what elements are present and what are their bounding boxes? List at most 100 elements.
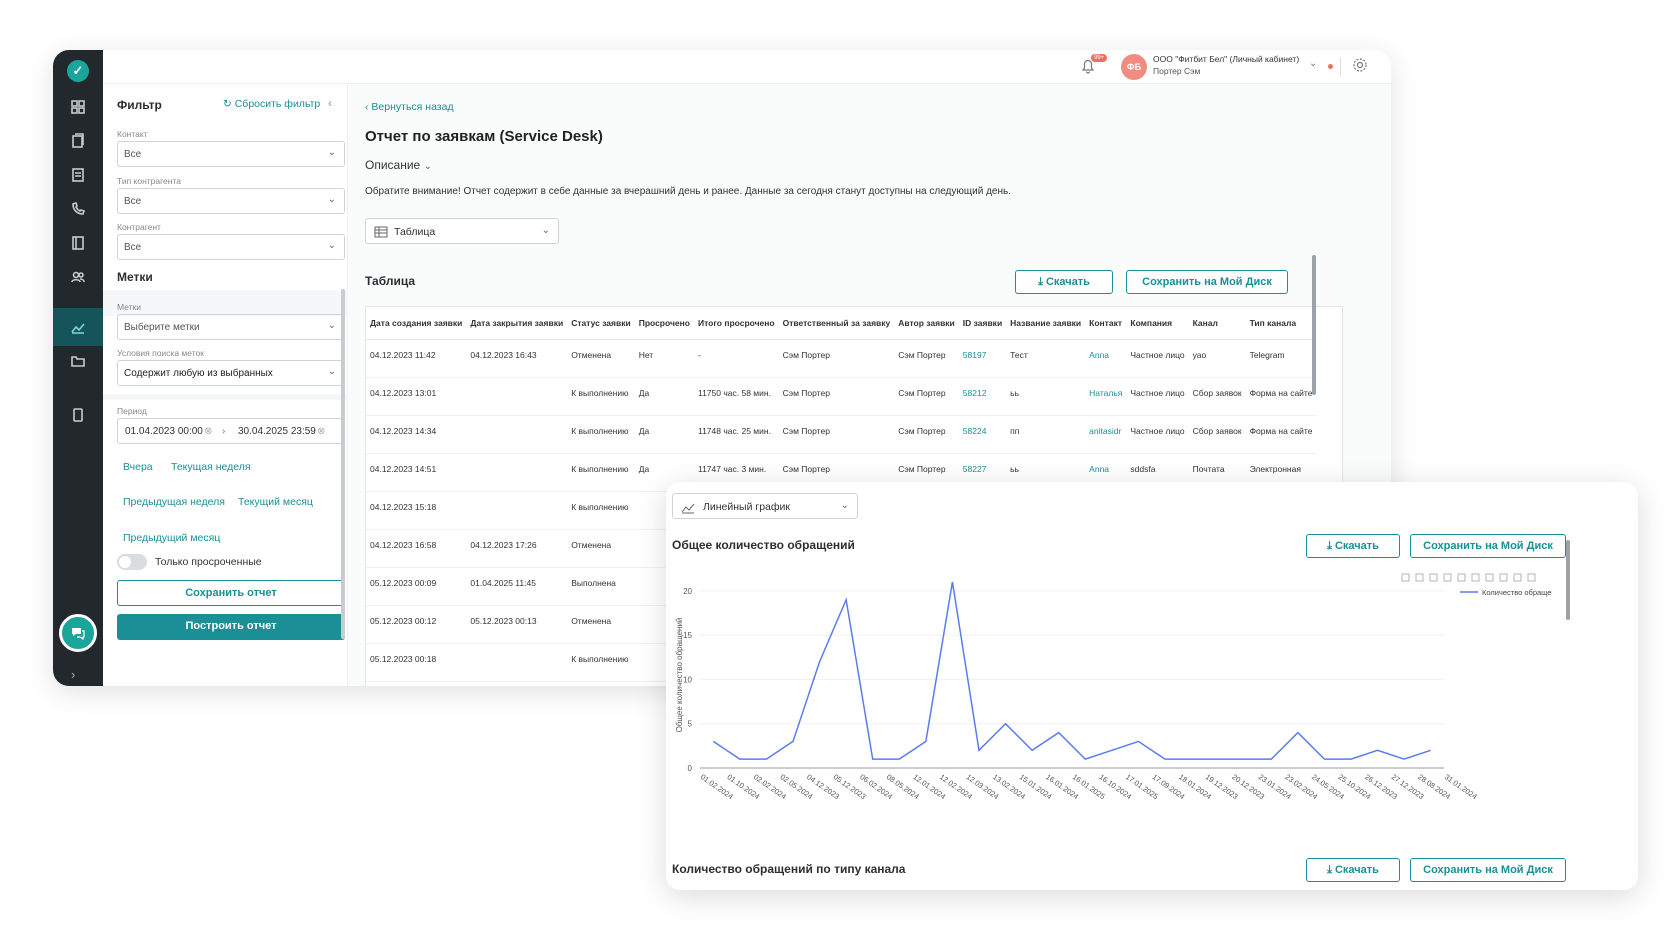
collapse-filter-icon[interactable]: ‹	[328, 96, 332, 110]
compare-icon[interactable]	[1513, 573, 1522, 582]
y-tick-label: 20	[683, 587, 692, 596]
contact-label: Контакт	[117, 129, 148, 139]
date-from[interactable]: 01.04.2023 00:00	[125, 426, 203, 437]
expand-rail-icon[interactable]: ›	[71, 667, 76, 682]
table-cell: Сэм Портер	[778, 415, 895, 454]
download-table-button[interactable]: ⤓ Скачать	[1015, 270, 1113, 294]
table-cell	[466, 453, 568, 492]
ctype-select[interactable]: Все ⌄	[117, 188, 345, 214]
column-header[interactable]: Название заявки	[1006, 307, 1086, 340]
only-overdue-toggle[interactable]	[117, 554, 147, 570]
filter-scrollbar[interactable]	[341, 289, 345, 639]
column-header[interactable]: Канал	[1188, 307, 1246, 340]
pan-icon[interactable]	[1429, 573, 1438, 582]
hover-icon[interactable]	[1527, 573, 1536, 582]
table-cell[interactable]: 58212	[958, 377, 1007, 416]
column-header[interactable]: Дата создания заявки	[366, 307, 467, 340]
only-overdue-label: Только просроченные	[155, 556, 262, 568]
tags-select[interactable]: Выберите метки ⌄	[117, 314, 345, 340]
column-header[interactable]: Тип канала	[1245, 307, 1317, 340]
org-name[interactable]: ООО "Фитбит Бел" (Личный кабинет)	[1153, 54, 1300, 64]
column-header[interactable]: Дата закрытия заявки	[466, 307, 568, 340]
contacts-icon[interactable]	[68, 267, 88, 287]
view-select[interactable]: Таблица ⌄	[365, 218, 559, 244]
spike-icon[interactable]	[1499, 573, 1508, 582]
quick-previous-week[interactable]: Предыдущая неделя	[123, 496, 225, 508]
y-axis-label: Общее количество обращений	[675, 618, 684, 733]
chat-button[interactable]	[59, 614, 97, 652]
save-chart2-to-disk-button[interactable]: Сохранить на Мой Диск	[1410, 858, 1566, 882]
app-logo-icon[interactable]: ✓	[67, 60, 89, 82]
contact-select[interactable]: Все ⌄	[117, 141, 345, 167]
date-to[interactable]: 30.04.2025 23:59	[238, 426, 316, 437]
knowledge-icon[interactable]	[68, 233, 88, 253]
counterparty-select[interactable]: Все ⌄	[117, 234, 345, 260]
documents-icon[interactable]	[68, 131, 88, 151]
reset-filter-label: Сбросить фильтр	[234, 98, 321, 110]
section-divider	[103, 394, 348, 400]
chevron-down-icon: ⌄	[327, 366, 336, 377]
table-row[interactable]: 04.12.2023 14:34 К выполнению Да 11748 час.…	[366, 415, 1317, 454]
column-header[interactable]: Компания	[1126, 307, 1189, 340]
quick-yesterday[interactable]: Вчера	[123, 461, 153, 473]
back-link[interactable]: ‹ Вернуться назад	[365, 101, 454, 113]
download-chart2-button[interactable]: ⤓ Скачать	[1306, 858, 1400, 882]
quick-current-week[interactable]: Текущая неделя	[171, 461, 251, 473]
table-cell[interactable]: anitasidr	[1085, 415, 1127, 454]
download-chart-button[interactable]: ⤓ Скачать	[1306, 534, 1400, 558]
table-scrollbar[interactable]	[1312, 255, 1316, 395]
clear-to-icon[interactable]: ⊗	[317, 426, 326, 437]
autoscale-icon[interactable]	[1471, 573, 1480, 582]
table-cell: 04.12.2023 16:58	[366, 529, 467, 568]
zoom-out-icon[interactable]	[1457, 573, 1466, 582]
dashboard-icon[interactable]	[68, 97, 88, 117]
tag-cond-select[interactable]: Содержит любую из выбранных ⌄	[117, 360, 345, 386]
clear-from-icon[interactable]: ⊗	[204, 426, 213, 437]
column-header[interactable]: Просрочено	[634, 307, 694, 340]
build-report-button[interactable]: Построить отчет	[117, 614, 345, 640]
line-chart-icon	[681, 503, 695, 514]
zoom-icon[interactable]	[1415, 573, 1424, 582]
table-cell[interactable]: Anna	[1085, 339, 1127, 378]
column-header[interactable]: Ответственный за заявку	[778, 307, 895, 340]
download-label: Скачать	[1334, 540, 1379, 552]
table-cell: -	[693, 339, 779, 378]
save-report-button[interactable]: Сохранить отчет	[117, 580, 345, 606]
org-avatar[interactable]: ФБ	[1121, 54, 1147, 80]
mobile-icon[interactable]	[68, 405, 88, 425]
table-row[interactable]: 04.12.2023 14:51 К выполнению Да 11747 час.…	[366, 453, 1317, 492]
camera-icon[interactable]	[1401, 573, 1410, 582]
table-row[interactable]: 04.12.2023 11:42 04.12.2023 16:43 Отменена…	[366, 339, 1317, 378]
table-cell: К выполнению	[567, 491, 635, 530]
table-cell[interactable]: 58197	[958, 339, 1007, 378]
column-header[interactable]: Итого просрочено	[693, 307, 779, 340]
chevron-down-icon[interactable]: ⌄	[1309, 58, 1318, 69]
table-cell: 04.12.2023 16:43	[466, 339, 568, 378]
chart-scrollbar[interactable]	[1566, 540, 1570, 620]
table-cell: Выполнена	[567, 567, 635, 606]
gear-icon[interactable]	[1352, 57, 1368, 73]
description-toggle[interactable]: Описание ⌄	[365, 158, 432, 172]
quick-current-month[interactable]: Текущий месяц	[238, 496, 313, 508]
save-chart-to-disk-button[interactable]: Сохранить на Мой Диск	[1410, 534, 1566, 558]
column-header[interactable]: Автор заявки	[894, 307, 959, 340]
quick-previous-month[interactable]: Предыдущий месяц	[123, 532, 221, 544]
bell-icon[interactable]	[1081, 58, 1095, 74]
reset-filter-link[interactable]: ↻ Сбросить фильтр	[223, 98, 321, 110]
table-cell[interactable]: 58224	[958, 415, 1007, 454]
chart-view-select[interactable]: Линейный график ⌄	[672, 493, 858, 519]
column-header[interactable]: ID заявки	[958, 307, 1007, 340]
folder-icon[interactable]	[68, 351, 88, 371]
column-header[interactable]: Статус заявки	[567, 307, 635, 340]
reset-icon[interactable]	[1485, 573, 1494, 582]
table-row[interactable]: 04.12.2023 13:01 К выполнению Да 11750 час.…	[366, 377, 1317, 416]
period-field[interactable]: 01.04.2023 00:00 ⊗ › 30.04.2025 23:59 ⊗	[117, 418, 345, 444]
calls-icon[interactable]	[68, 199, 88, 219]
reports-icon[interactable]	[68, 317, 88, 337]
column-header[interactable]: Контакт	[1085, 307, 1127, 340]
zoom-in-icon[interactable]	[1443, 573, 1452, 582]
tag-cond-label: Условия поиска меток	[117, 348, 204, 358]
requests-icon[interactable]	[68, 165, 88, 185]
save-to-disk-button[interactable]: Сохранить на Мой Диск	[1126, 270, 1288, 294]
table-cell[interactable]: Наталья	[1085, 377, 1127, 416]
